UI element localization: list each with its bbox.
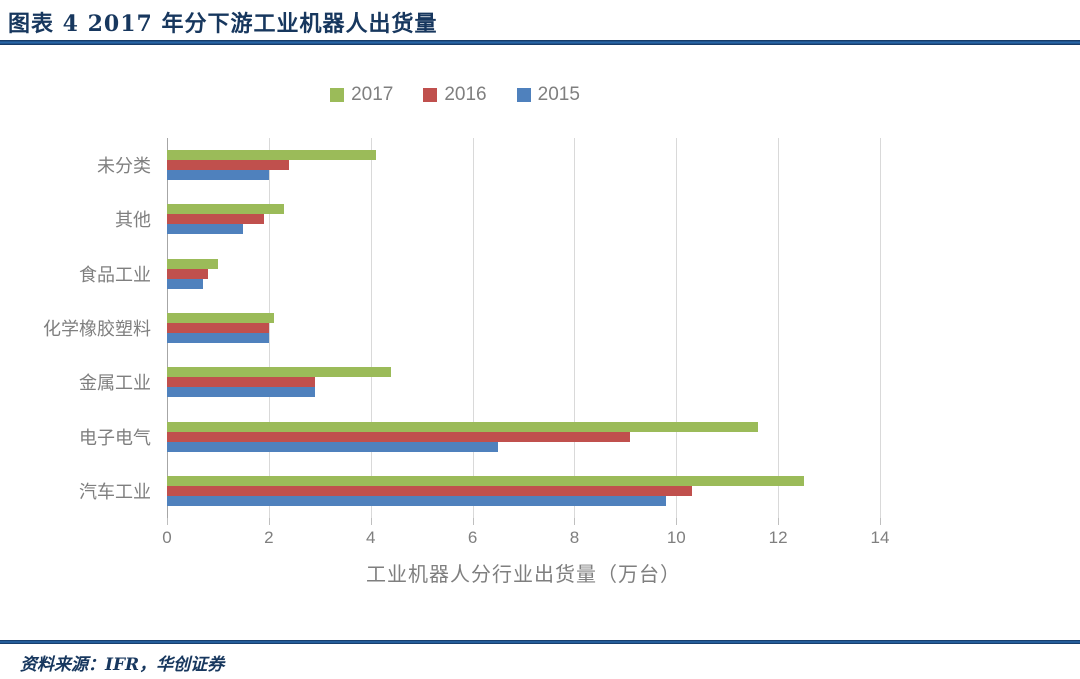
bar-2015-化学橡胶塑料 [167, 333, 269, 343]
category-label-电子电气: 电子电气 [79, 427, 151, 448]
axis-tick [268, 518, 270, 525]
legend-swatch-2015 [516, 88, 531, 102]
x-tick-label: 8 [569, 528, 580, 547]
chart-legend: 2017 2016 2015 [95, 84, 815, 106]
x-tick-label: 0 [162, 528, 172, 547]
bar-2015-金属工业 [167, 387, 315, 398]
category-label-食品工业: 食品工业 [79, 264, 151, 285]
plot-area [167, 138, 881, 525]
gridline [574, 138, 576, 518]
bar-2017-未分类 [167, 150, 376, 161]
axis-tick [778, 518, 780, 525]
x-axis-tick-labels: 0 2 4 6 8 10 12 14 [162, 528, 889, 550]
legend-item-2017: 2017 [330, 84, 393, 106]
bar-2015-汽车工业 [167, 495, 667, 506]
chart-title: 图表 4 2017 年分下游工业机器人出货量 [8, 11, 438, 37]
footer-divider-rule [0, 640, 1080, 644]
x-tick-label: 10 [666, 528, 686, 547]
x-tick-label: 14 [870, 528, 890, 547]
gridline [370, 138, 372, 518]
bar-2015-未分类 [167, 170, 269, 181]
axis-tick [167, 518, 168, 525]
axis-tick [472, 518, 474, 525]
title-divider-rule [0, 40, 1080, 45]
gridline [472, 138, 474, 518]
category-label-化学橡胶塑料: 化学橡胶塑料 [43, 319, 151, 339]
legend-item-2016: 2016 [423, 84, 487, 106]
axis-tick [370, 518, 372, 525]
x-tick-label: 12 [768, 528, 788, 547]
legend-label: 2015 [537, 84, 580, 105]
axis-tick [676, 518, 678, 525]
bar-2017-金属工业 [167, 367, 392, 378]
gridline [778, 138, 780, 518]
gridline [676, 138, 678, 518]
category-label-其他: 其他 [115, 210, 151, 231]
bar-2016-汽车工业 [167, 485, 692, 496]
bar-2016-金属工业 [167, 377, 315, 388]
category-label-未分类: 未分类 [97, 156, 151, 177]
legend-label: 2016 [444, 84, 487, 105]
x-tick-label: 6 [467, 528, 478, 547]
legend-swatch-2017 [330, 88, 345, 102]
category-axis-labels: 未分类其他食品工业化学橡胶塑料金属工业电子电气汽车工业 [0, 138, 159, 518]
x-axis-title: 工业机器人分行业出货量（万台） [366, 564, 681, 586]
axis-tick [880, 518, 881, 525]
bar-2017-其他 [167, 204, 285, 215]
category-label-汽车工业: 汽车工业 [79, 481, 151, 502]
axis-tick [574, 518, 576, 525]
bar-2015-其他 [167, 224, 244, 235]
category-label-金属工业: 金属工业 [79, 373, 151, 394]
source-note: 资料来源：IFR，华创证券 [20, 655, 225, 675]
bar-2016-未分类 [167, 160, 290, 171]
x-tick-label: 2 [264, 528, 274, 547]
legend-item-2015: 2015 [516, 84, 580, 106]
bar-2016-电子电气 [167, 431, 631, 442]
bar-2016-食品工业 [167, 268, 208, 279]
bar-2017-汽车工业 [167, 475, 804, 486]
x-tick-label: 4 [365, 528, 376, 547]
bar-2017-电子电气 [167, 421, 758, 432]
gridline [268, 138, 270, 518]
gridline [880, 138, 881, 518]
bar-2016-其他 [167, 214, 264, 225]
bar-2017-食品工业 [167, 258, 218, 269]
bar-2016-化学橡胶塑料 [167, 323, 269, 333]
legend-swatch-2016 [423, 88, 438, 102]
legend-label: 2017 [351, 84, 394, 105]
bar-2015-电子电气 [167, 441, 499, 452]
bar-2015-食品工业 [167, 278, 203, 289]
bar-2017-化学橡胶塑料 [167, 313, 274, 323]
